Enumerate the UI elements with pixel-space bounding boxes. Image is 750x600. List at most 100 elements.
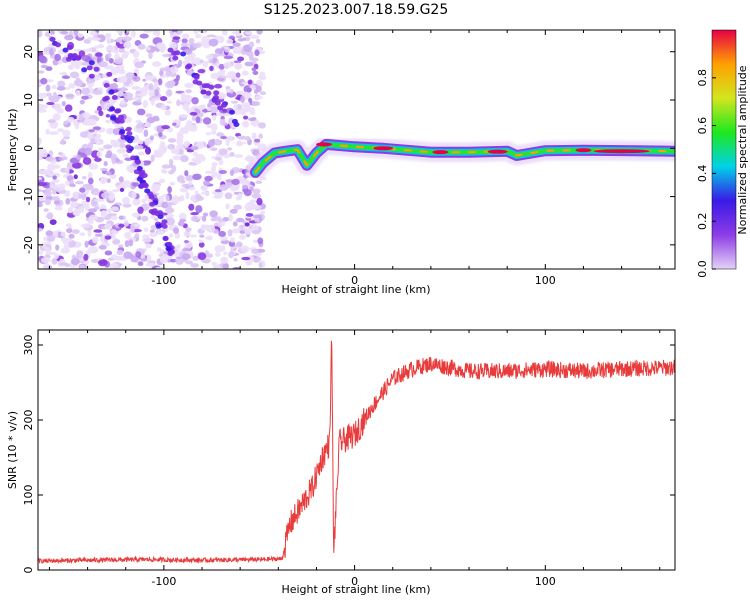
noise-blob (243, 115, 249, 120)
noise-blob (149, 232, 158, 238)
snr-plot-area (38, 340, 675, 565)
noise-blob (177, 221, 185, 227)
noise-streak-blob (49, 36, 56, 42)
noise-streak-blob (229, 109, 235, 115)
noise-blob (142, 78, 147, 82)
noise-streak-blob (88, 60, 95, 66)
noise-blob (65, 198, 71, 205)
noise-blob (43, 208, 49, 213)
noise-blob (110, 215, 118, 221)
snr-x-tick-label: 0 (351, 575, 358, 588)
noise-blob (44, 198, 51, 206)
noise-blob (40, 257, 51, 263)
noise-blob (118, 69, 126, 75)
noise-streak-blob (233, 122, 240, 127)
noise-blob (178, 212, 187, 221)
noise-blob (46, 92, 52, 97)
noise-blob (195, 116, 201, 124)
noise-streak-blob (136, 166, 143, 171)
noise-blob (173, 227, 180, 234)
noise-blob (104, 235, 112, 240)
noise-blob (53, 253, 59, 260)
noise-streak-blob (65, 56, 72, 62)
noise-blob (258, 122, 266, 129)
noise-blob (96, 151, 103, 158)
noise-blob (252, 188, 261, 194)
noise-blob (122, 197, 131, 205)
noise-blob (169, 233, 174, 238)
noise-blob (190, 212, 199, 216)
noise-blob (203, 94, 211, 99)
noise-blob (218, 159, 224, 166)
noise-blob (134, 233, 140, 239)
noise-blob (188, 37, 195, 45)
noise-blob (233, 109, 242, 115)
noise-blob (79, 264, 85, 269)
noise-blob (104, 33, 111, 39)
noise-blob (118, 244, 124, 248)
noise-blob (222, 108, 227, 113)
noise-blob (231, 178, 240, 186)
noise-blob (209, 210, 218, 218)
noise-blob (167, 143, 176, 150)
noise-blob (167, 213, 174, 218)
noise-blob (237, 56, 245, 62)
noise-blob (130, 225, 135, 234)
noise-blob (130, 30, 136, 38)
snr-x-ticks: -100 0 100 (48, 330, 661, 588)
noise-blob (38, 202, 43, 208)
snr-panel: -100 0 100 0 100 200 300 Height of straight l… (6, 329, 676, 596)
noise-blob (60, 231, 66, 237)
noise-blob (249, 199, 257, 203)
noise-blob (236, 135, 246, 139)
noise-blob (251, 229, 261, 235)
noise-blob (170, 258, 178, 263)
noise-blob (155, 42, 166, 49)
noise-blob (213, 264, 218, 269)
noise-blob (40, 64, 48, 69)
noise-streak-blob (110, 115, 116, 121)
noise-blob (84, 147, 93, 156)
noise-blob (104, 250, 113, 256)
noise-blob (188, 124, 198, 132)
noise-blob (135, 251, 142, 258)
noise-blob (230, 100, 239, 104)
noise-blob (207, 107, 212, 112)
noise-blob (91, 37, 102, 41)
noise-streak-blob (118, 118, 125, 124)
noise-blob (253, 89, 259, 94)
noise-blob (52, 175, 57, 180)
noise-blob (179, 218, 187, 223)
noise-blob (54, 206, 63, 211)
spectrogram-y-tick-label: 20 (22, 45, 35, 59)
noise-blob (184, 124, 190, 130)
noise-blob (224, 46, 230, 50)
noise-streak-blob (88, 73, 95, 79)
noise-blob (132, 50, 140, 59)
noise-blob (161, 164, 171, 169)
noise-blob (260, 210, 266, 215)
noise-blob (135, 119, 142, 124)
noise-blob (145, 46, 151, 51)
noise-blob (215, 252, 221, 257)
noise-blob (105, 114, 111, 118)
colorbar-gradient (711, 29, 737, 270)
noise-streak-blob (103, 82, 110, 88)
noise-streak-blob (193, 74, 200, 80)
noise-blob (258, 262, 263, 268)
noise-blob (98, 259, 108, 267)
noise-blob (76, 154, 81, 161)
noise-blob (57, 80, 66, 88)
noise-blob (118, 215, 124, 220)
noise-blob (167, 186, 172, 194)
noise-blob (176, 133, 184, 141)
noise-blob (231, 228, 241, 234)
noise-blob (202, 215, 207, 222)
noise-blob (51, 258, 58, 265)
noise-blob (73, 30, 79, 36)
noise-blob (178, 148, 184, 155)
noise-blob (64, 104, 73, 112)
noise-blob (254, 95, 264, 100)
noise-blob (150, 215, 156, 219)
noise-blob (142, 237, 152, 243)
